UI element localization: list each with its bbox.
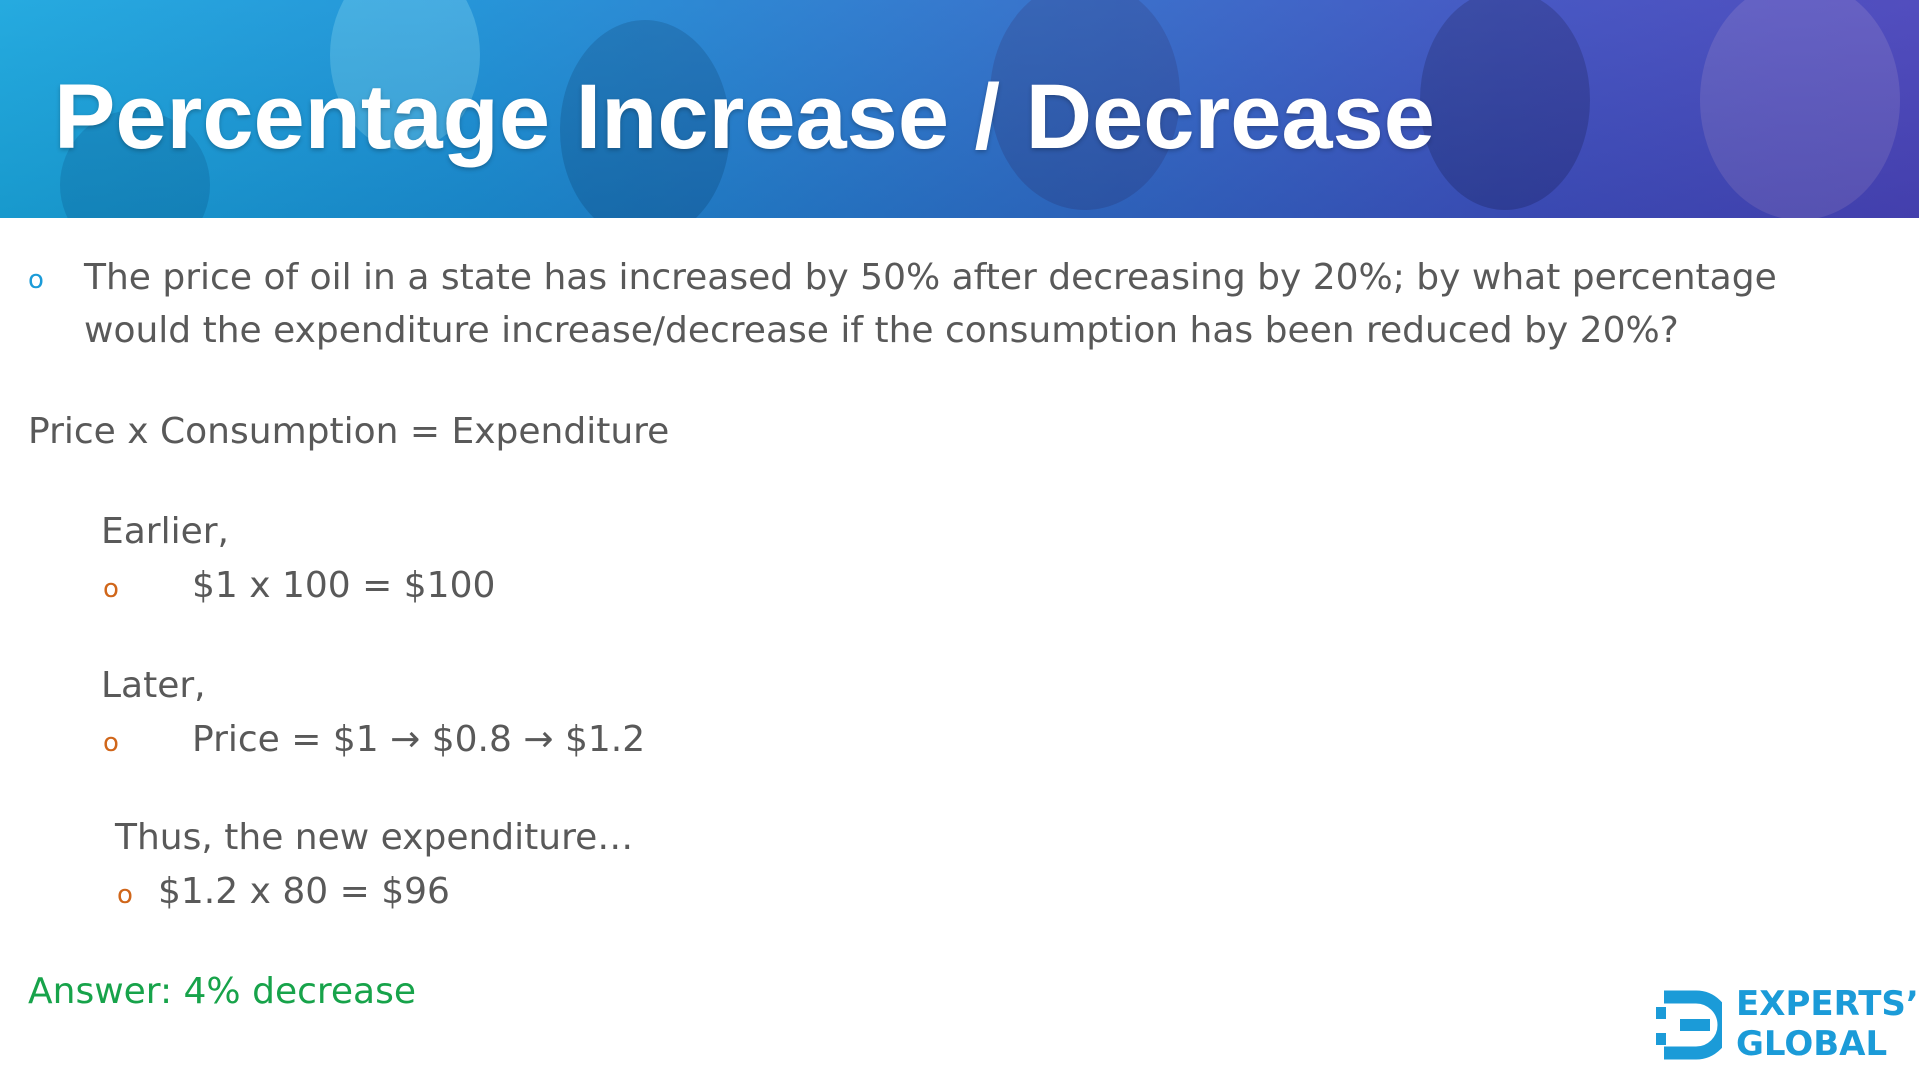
later-item: Price = $1 → $0.8 → $1.2	[192, 719, 646, 760]
experts-global-logo: EXPERTS’ GLOBAL	[1656, 985, 1919, 1065]
thus-bullet: o	[117, 880, 133, 910]
formula-text: Price x Consumption = Expenditure	[28, 411, 670, 452]
logo-text-line-1: EXPERTS’	[1736, 984, 1919, 1024]
logo-mark-icon	[1656, 990, 1722, 1060]
later-label: Later,	[101, 665, 206, 706]
answer-text: Answer: 4% decrease	[28, 971, 417, 1012]
later-bullet: o	[103, 728, 119, 758]
header-banner: Percentage Increase / Decrease	[0, 0, 1919, 218]
logo-text-line-2: GLOBAL	[1736, 1024, 1888, 1064]
banner-overlay	[0, 0, 1919, 218]
question-line-2: would the expenditure increase/decrease …	[84, 310, 1679, 351]
question-line-1: The price of oil in a state has increase…	[84, 257, 1777, 298]
earlier-label: Earlier,	[101, 511, 230, 552]
question-bullet: o	[28, 265, 44, 295]
banner-photo-shape	[990, 0, 1180, 210]
banner-photo-shape	[1700, 0, 1900, 218]
thus-item: $1.2 x 80 = $96	[158, 871, 450, 912]
earlier-item: $1 x 100 = $100	[192, 565, 496, 606]
slide-title: Percentage Increase / Decrease	[54, 66, 1435, 168]
banner-photo-shape	[330, 0, 480, 150]
earlier-bullet: o	[103, 574, 119, 604]
banner-photo-shape	[560, 20, 730, 218]
thus-label: Thus, the new expenditure…	[115, 817, 634, 858]
banner-photo-shape	[1420, 0, 1590, 210]
